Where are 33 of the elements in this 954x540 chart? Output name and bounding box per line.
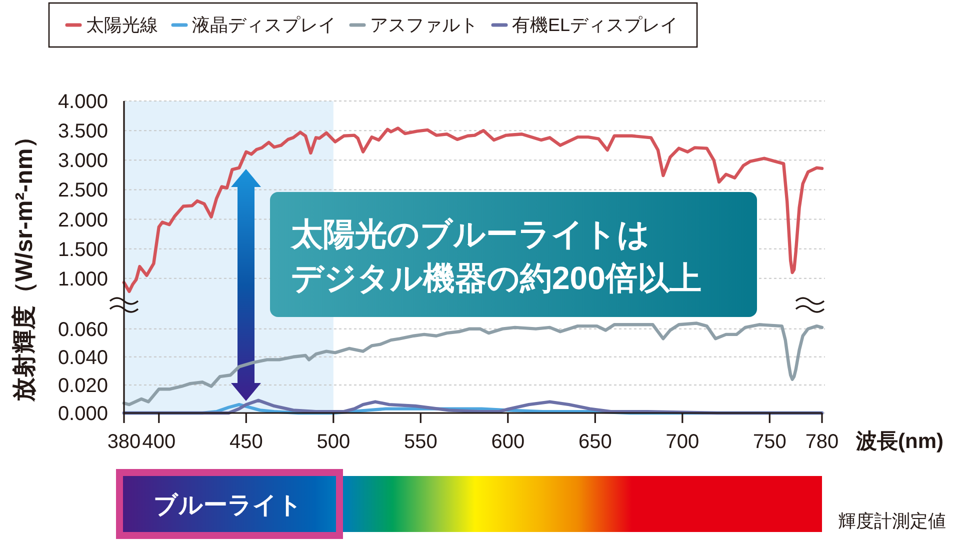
x-axis-title: 波長(nm) <box>855 430 944 453</box>
line-series <box>122 322 824 406</box>
text: 輝度計測定値 <box>838 511 946 531</box>
x-tick-label: 650 <box>578 431 612 453</box>
x-tick-label: 550 <box>404 431 438 453</box>
legend-label: 液晶ディスプレイ <box>192 15 336 35</box>
y-tick-label: 0.060 <box>58 318 108 341</box>
x-tick-label: 450 <box>229 431 263 453</box>
y-tick-label: 3.000 <box>58 150 108 172</box>
x-tick-label: 750 <box>752 431 786 453</box>
y-tick-label: 3.500 <box>58 120 108 143</box>
legend-label: アスファルト <box>370 15 478 35</box>
x-tick-label: 380 <box>107 431 141 453</box>
x-tick-label: 500 <box>316 431 350 453</box>
y-tick-label: 1.000 <box>58 268 108 290</box>
y-tick-label: 0.040 <box>58 346 108 369</box>
y-tick-label: 0.020 <box>58 374 108 397</box>
annotation: 太陽光のブルーライトは <box>290 216 650 252</box>
legend-label: 有機ELディスプレイ <box>512 15 678 35</box>
y-tick-label: 2.000 <box>58 209 108 232</box>
y-axis-title: 放射輝度（W/sr-m²-nm） <box>11 124 38 403</box>
x-tick-label: 780 <box>805 431 839 453</box>
y-tick-label: 4.000 <box>58 91 108 113</box>
x-tick-label: 700 <box>666 431 700 453</box>
text: ブルーライト <box>154 492 302 519</box>
x-tick-label: 600 <box>491 431 525 453</box>
annotation: デジタル機器の約200倍以上 <box>291 260 702 296</box>
y-tick-label: 2.500 <box>58 180 108 202</box>
y-tick-label: 0.000 <box>58 403 108 425</box>
x-tick-label: 400 <box>142 431 176 453</box>
legend-label: 太陽光線 <box>86 15 158 35</box>
y-tick-label: 1.500 <box>58 238 108 261</box>
line-series <box>122 126 824 293</box>
